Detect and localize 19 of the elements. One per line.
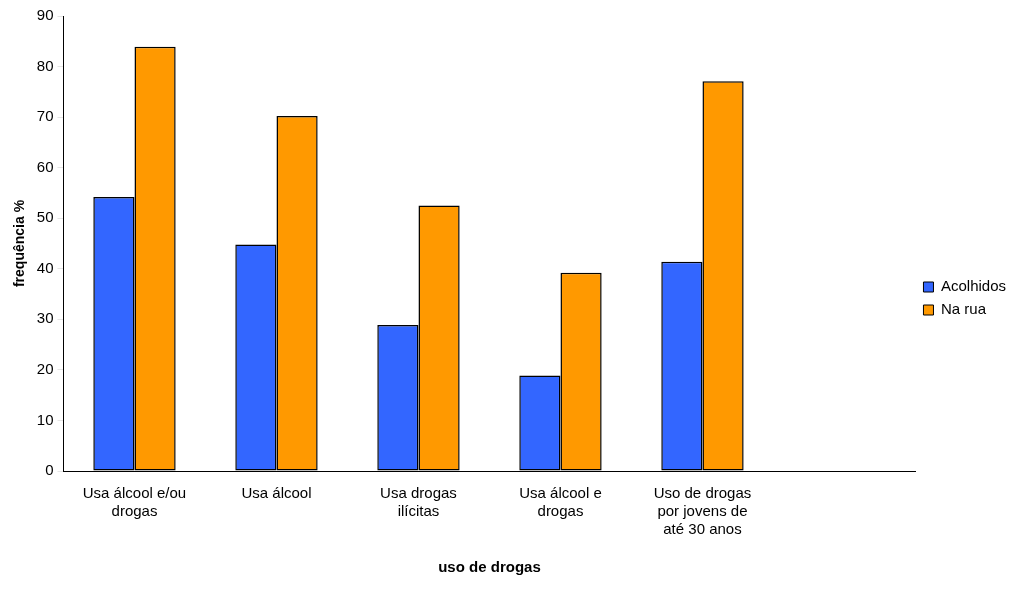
x-tick-label: Uso de drogas por jovens de até 30 anos [653, 484, 752, 538]
x-tick-label: Usa álcool [241, 484, 312, 502]
y-tick-label: 80 [36, 56, 54, 74]
y-tick-label: 0 [45, 461, 54, 479]
y-tick-label: 90 [36, 6, 54, 24]
legend-label: Acolhidos [940, 277, 1007, 295]
y-tick-label: 70 [36, 107, 54, 125]
y-tick-label: 10 [36, 410, 54, 428]
x-tick-label: Usa álcool e drogas [519, 484, 602, 520]
y-tick-label: 30 [36, 309, 54, 327]
x-tick-label: Usa álcool e/ou drogas [82, 484, 187, 520]
y-tick-label: 20 [36, 360, 54, 378]
x-axis-title: uso de drogas [438, 558, 541, 576]
y-tick-label: 60 [36, 157, 54, 175]
y-tick-label: 50 [36, 208, 54, 226]
y-tick-label: 40 [36, 258, 54, 276]
x-tick-label: Usa drogas ilícitas [380, 484, 457, 520]
legend-label: Na rua [940, 300, 987, 318]
y-axis-title: frequência % [11, 199, 28, 288]
